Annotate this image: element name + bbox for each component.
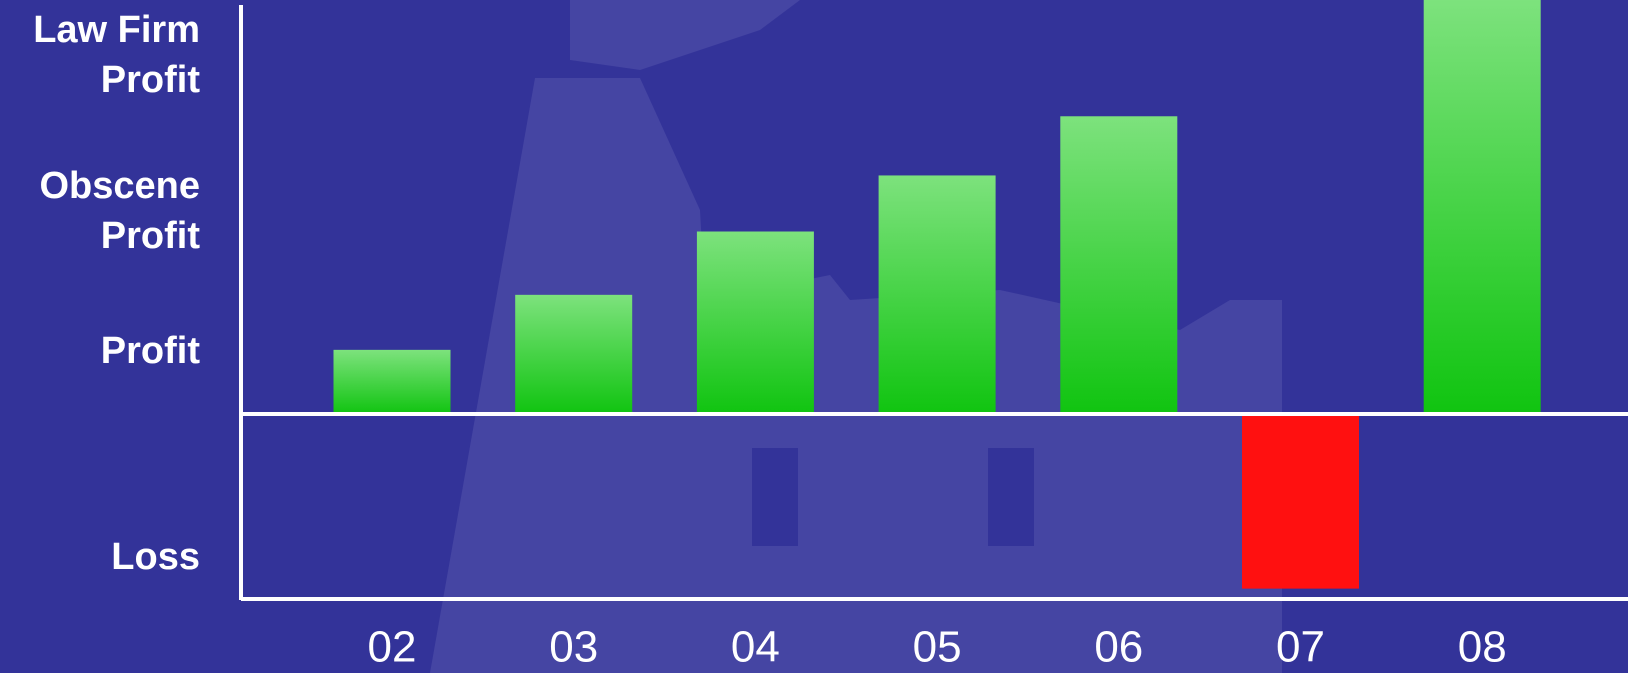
x-tick-label: 05 — [913, 623, 962, 672]
y-tick-text: Law Firm Profit — [33, 9, 200, 102]
y-tick-text: Obscene Profit — [39, 164, 200, 257]
axes — [239, 5, 1628, 601]
bar — [878, 175, 996, 415]
x-tick-label: 08 — [1458, 623, 1507, 672]
background-building — [430, 0, 1282, 673]
bar — [696, 231, 814, 415]
x-tick-label: 02 — [368, 623, 417, 672]
x-tick-label: 04 — [731, 623, 780, 672]
y-tick-text: Profit — [100, 329, 200, 372]
x-tick-label: 07 — [1276, 623, 1325, 672]
bar — [1242, 414, 1359, 589]
y-tick-label: Obscene Profit — [0, 161, 200, 261]
x-tick-label: 03 — [549, 623, 598, 672]
bar — [333, 349, 451, 415]
y-tick-text: Loss — [111, 536, 200, 579]
x-tick-label: 06 — [1094, 623, 1143, 672]
bar — [1060, 116, 1178, 415]
bar — [515, 294, 633, 415]
bar — [1423, 0, 1541, 415]
y-tick-label: Loss — [0, 532, 200, 582]
y-tick-label: Profit — [0, 326, 200, 376]
y-tick-label: Law Firm Profit — [0, 5, 200, 105]
